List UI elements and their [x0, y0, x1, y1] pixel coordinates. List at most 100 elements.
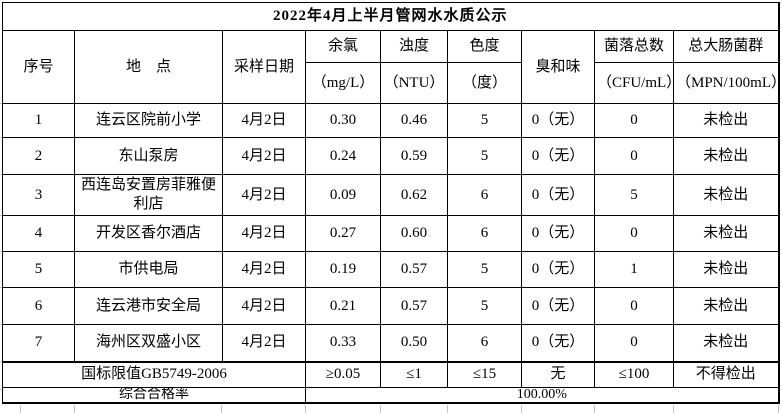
cell-chlorine: 0.19	[305, 251, 381, 288]
table-row: 2 东山泵房 4月2日 0.24 0.59 5 0（无） 0 未检出	[2, 137, 780, 175]
col-header-location: 地 点	[74, 30, 223, 104]
cell-location: 海州区双盛小区	[74, 324, 223, 362]
table-row: 5 市供电局 4月2日 0.19 0.57 5 0（无） 1 未检出	[2, 251, 780, 288]
col-unit-chlorine: （mg/L）	[305, 62, 381, 104]
gridline-stub	[20, 405, 21, 413]
cell-colony: 0	[594, 287, 674, 325]
col-header-coliform: 总大肠菌群	[672, 30, 780, 63]
summary-value: 100.00%	[304, 387, 780, 404]
gridline-stub	[305, 405, 306, 413]
cell-colony: 0	[594, 324, 674, 362]
cell-date: 4月2日	[222, 174, 306, 216]
cell-location: 开发区香尔酒店	[74, 215, 223, 252]
cell-coliform: 未检出	[672, 251, 780, 288]
col-header-date: 采样日期	[222, 30, 306, 104]
cell-colony: 0	[594, 215, 674, 252]
summary-label: 综合合格率	[2, 387, 306, 404]
cell-chlorine: 0.24	[305, 137, 381, 175]
cell-date: 4月2日	[222, 103, 306, 138]
cell-odor: 0（无）	[521, 324, 595, 362]
table-row: 7 海州区双盛小区 4月2日 0.33 0.50 6 0（无） 0 未检出	[2, 324, 780, 362]
cell-no: 5	[2, 251, 75, 288]
cell-colony: 5	[594, 174, 674, 216]
cell-coliform: 未检出	[672, 103, 780, 138]
limit-colony: ≤100	[594, 360, 674, 388]
cell-chlorine: 0.09	[305, 174, 381, 216]
gridline-tick	[0, 215, 2, 216]
cell-color: 6	[447, 174, 522, 216]
cell-coliform: 未检出	[672, 324, 780, 362]
cell-turbidity: 0.50	[380, 324, 448, 362]
cell-color: 5	[447, 103, 522, 138]
cell-no: 6	[2, 287, 75, 325]
cell-turbidity: 0.57	[380, 251, 448, 288]
cell-color: 5	[447, 251, 522, 288]
limit-color: ≤15	[447, 360, 522, 388]
cell-date: 4月2日	[222, 287, 306, 325]
page-title: 2022年4月上半月管网水水质公示	[1, 2, 780, 31]
gridline-tick	[0, 103, 2, 104]
cell-turbidity: 0.59	[380, 137, 448, 175]
table-row: 1 连云区院前小学 4月2日 0.30 0.46 5 0（无） 0 未检出	[2, 103, 780, 138]
cell-turbidity: 0.57	[380, 287, 448, 325]
cell-colony: 0	[594, 103, 674, 138]
cell-location: 连云港市安全局	[74, 287, 223, 325]
cell-odor: 0（无）	[521, 174, 595, 216]
gridline-stub	[221, 405, 222, 413]
gridline-stub	[521, 405, 522, 413]
cell-turbidity: 0.60	[380, 215, 448, 252]
col-header-odor: 臭和味	[521, 30, 595, 104]
cell-chlorine: 0.30	[305, 103, 381, 138]
cell-no: 1	[2, 103, 75, 138]
cell-color: 5	[447, 137, 522, 175]
col-unit-coliform: （MPN/100mL）	[672, 62, 780, 104]
col-header-chlorine: 余氯	[305, 30, 381, 63]
cell-colony: 1	[594, 251, 674, 288]
cell-date: 4月2日	[222, 215, 306, 252]
limits-label: 国标限值GB5749-2006	[2, 360, 306, 388]
gridline-tick	[0, 324, 2, 325]
cell-no: 4	[2, 215, 75, 252]
gridline-tick	[0, 137, 2, 138]
limits-row: 国标限值GB5749-2006 ≥0.05 ≤1 ≤15 无 ≤100 不得检出	[2, 360, 780, 388]
table-row: 6 连云港市安全局 4月2日 0.21 0.57 5 0（无） 0 未检出	[2, 287, 780, 325]
cell-location: 市供电局	[74, 251, 223, 288]
limit-turbidity: ≤1	[380, 360, 448, 388]
table-row: 4 开发区香尔酒店 4月2日 0.27 0.60 6 0（无） 0 未检出	[2, 215, 780, 252]
gridline-stub	[594, 405, 595, 413]
cell-color: 6	[447, 215, 522, 252]
cell-color: 6	[447, 324, 522, 362]
cell-location: 连云区院前小学	[74, 103, 223, 138]
gridline-tick	[0, 174, 2, 175]
cell-no: 3	[2, 174, 75, 216]
cell-turbidity: 0.46	[380, 103, 448, 138]
cell-coliform: 未检出	[672, 137, 780, 175]
cell-no: 7	[2, 324, 75, 362]
col-header-turbidity: 浊度	[380, 30, 448, 63]
cell-location: 东山泵房	[74, 137, 223, 175]
col-header-no: 序号	[2, 30, 75, 104]
water-quality-table: 2022年4月上半月管网水水质公示 序号 地 点 采样日期 余氯 浊度 色度 臭…	[1, 2, 780, 404]
summary-row: 综合合格率 100.00%	[2, 387, 780, 404]
table-row: 3 西连岛安置房菲雅便利店 4月2日 0.09 0.62 6 0（无） 5 未检…	[2, 174, 780, 216]
gridline-stub	[673, 405, 674, 413]
gridline-stub	[447, 405, 448, 413]
cell-chlorine: 0.27	[305, 215, 381, 252]
cell-no: 2	[2, 137, 75, 175]
cell-chlorine: 0.33	[305, 324, 381, 362]
limit-chlorine: ≥0.05	[305, 360, 381, 388]
cell-coliform: 未检出	[672, 215, 780, 252]
limit-coliform: 不得检出	[672, 360, 780, 388]
cell-date: 4月2日	[222, 251, 306, 288]
gridline-stub	[778, 405, 779, 413]
cell-coliform: 未检出	[672, 174, 780, 216]
gridline-tick	[0, 251, 2, 252]
cell-odor: 0（无）	[521, 287, 595, 325]
col-unit-color: （度）	[447, 62, 522, 104]
cell-date: 4月2日	[222, 324, 306, 362]
cell-odor: 0（无）	[521, 103, 595, 138]
cell-odor: 0（无）	[521, 215, 595, 252]
gridline-tick	[0, 389, 2, 390]
cell-turbidity: 0.62	[380, 174, 448, 216]
